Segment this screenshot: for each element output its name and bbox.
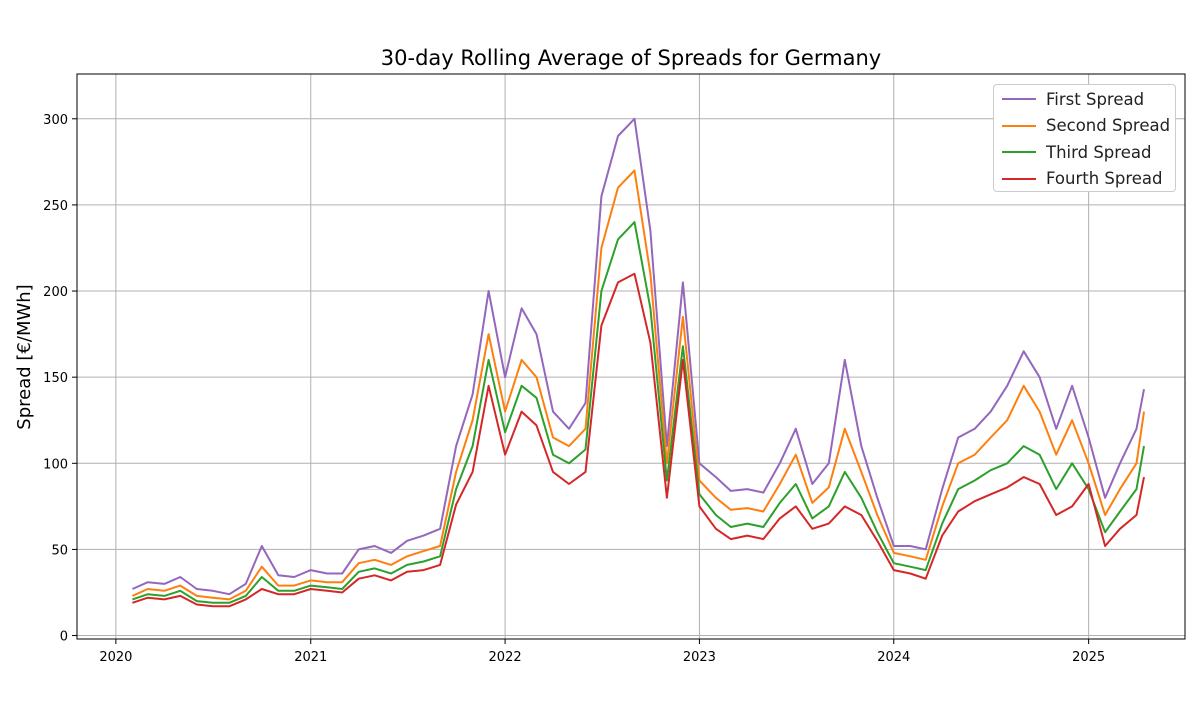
legend-swatch (1002, 151, 1036, 154)
y-tick-label: 100 (43, 457, 68, 472)
x-tick-label: 2025 (1072, 650, 1105, 665)
series-line-3 (132, 221, 1145, 604)
x-tick-label: 2020 (99, 650, 132, 665)
x-tick-label: 2021 (294, 650, 327, 665)
series-line-1 (131, 117, 1145, 596)
legend-label: Second Spread (1046, 116, 1171, 136)
y-tick-label: 200 (43, 285, 68, 300)
plot-frame (76, 73, 1186, 640)
y-tick-label: 150 (43, 371, 68, 386)
series-line-4 (132, 272, 1145, 608)
legend-label: Third Spread (1046, 142, 1152, 162)
legend-label: First Spread (1046, 89, 1145, 109)
legend: First Spread Second Spread Third Spread Fou… (993, 84, 1176, 192)
y-tick-label: 250 (43, 199, 68, 214)
x-tick-label: 2023 (683, 650, 716, 665)
legend-swatch (1002, 177, 1036, 180)
y-tick-label: 50 (51, 543, 68, 558)
legend-item-1: First Spread (1002, 86, 1175, 113)
legend-label: Fourth Spread (1046, 169, 1163, 189)
chart-title: 30-day Rolling Average of Spreads for Ge… (381, 46, 881, 70)
legend-swatch (1002, 124, 1036, 127)
legend-item-2: Second Spread (1002, 113, 1175, 140)
x-tick-label: 2022 (489, 650, 522, 665)
y-axis-label: Spread [€/MWh] (14, 284, 35, 429)
series-line-2 (131, 169, 1145, 601)
y-tick-label: 0 (60, 630, 68, 645)
legend-item-4: Fourth Spread (1002, 166, 1175, 193)
legend-item-3: Third Spread (1002, 139, 1175, 166)
x-tick-label: 2024 (877, 650, 910, 665)
legend-swatch (1002, 98, 1036, 101)
y-tick-label: 300 (43, 113, 68, 128)
